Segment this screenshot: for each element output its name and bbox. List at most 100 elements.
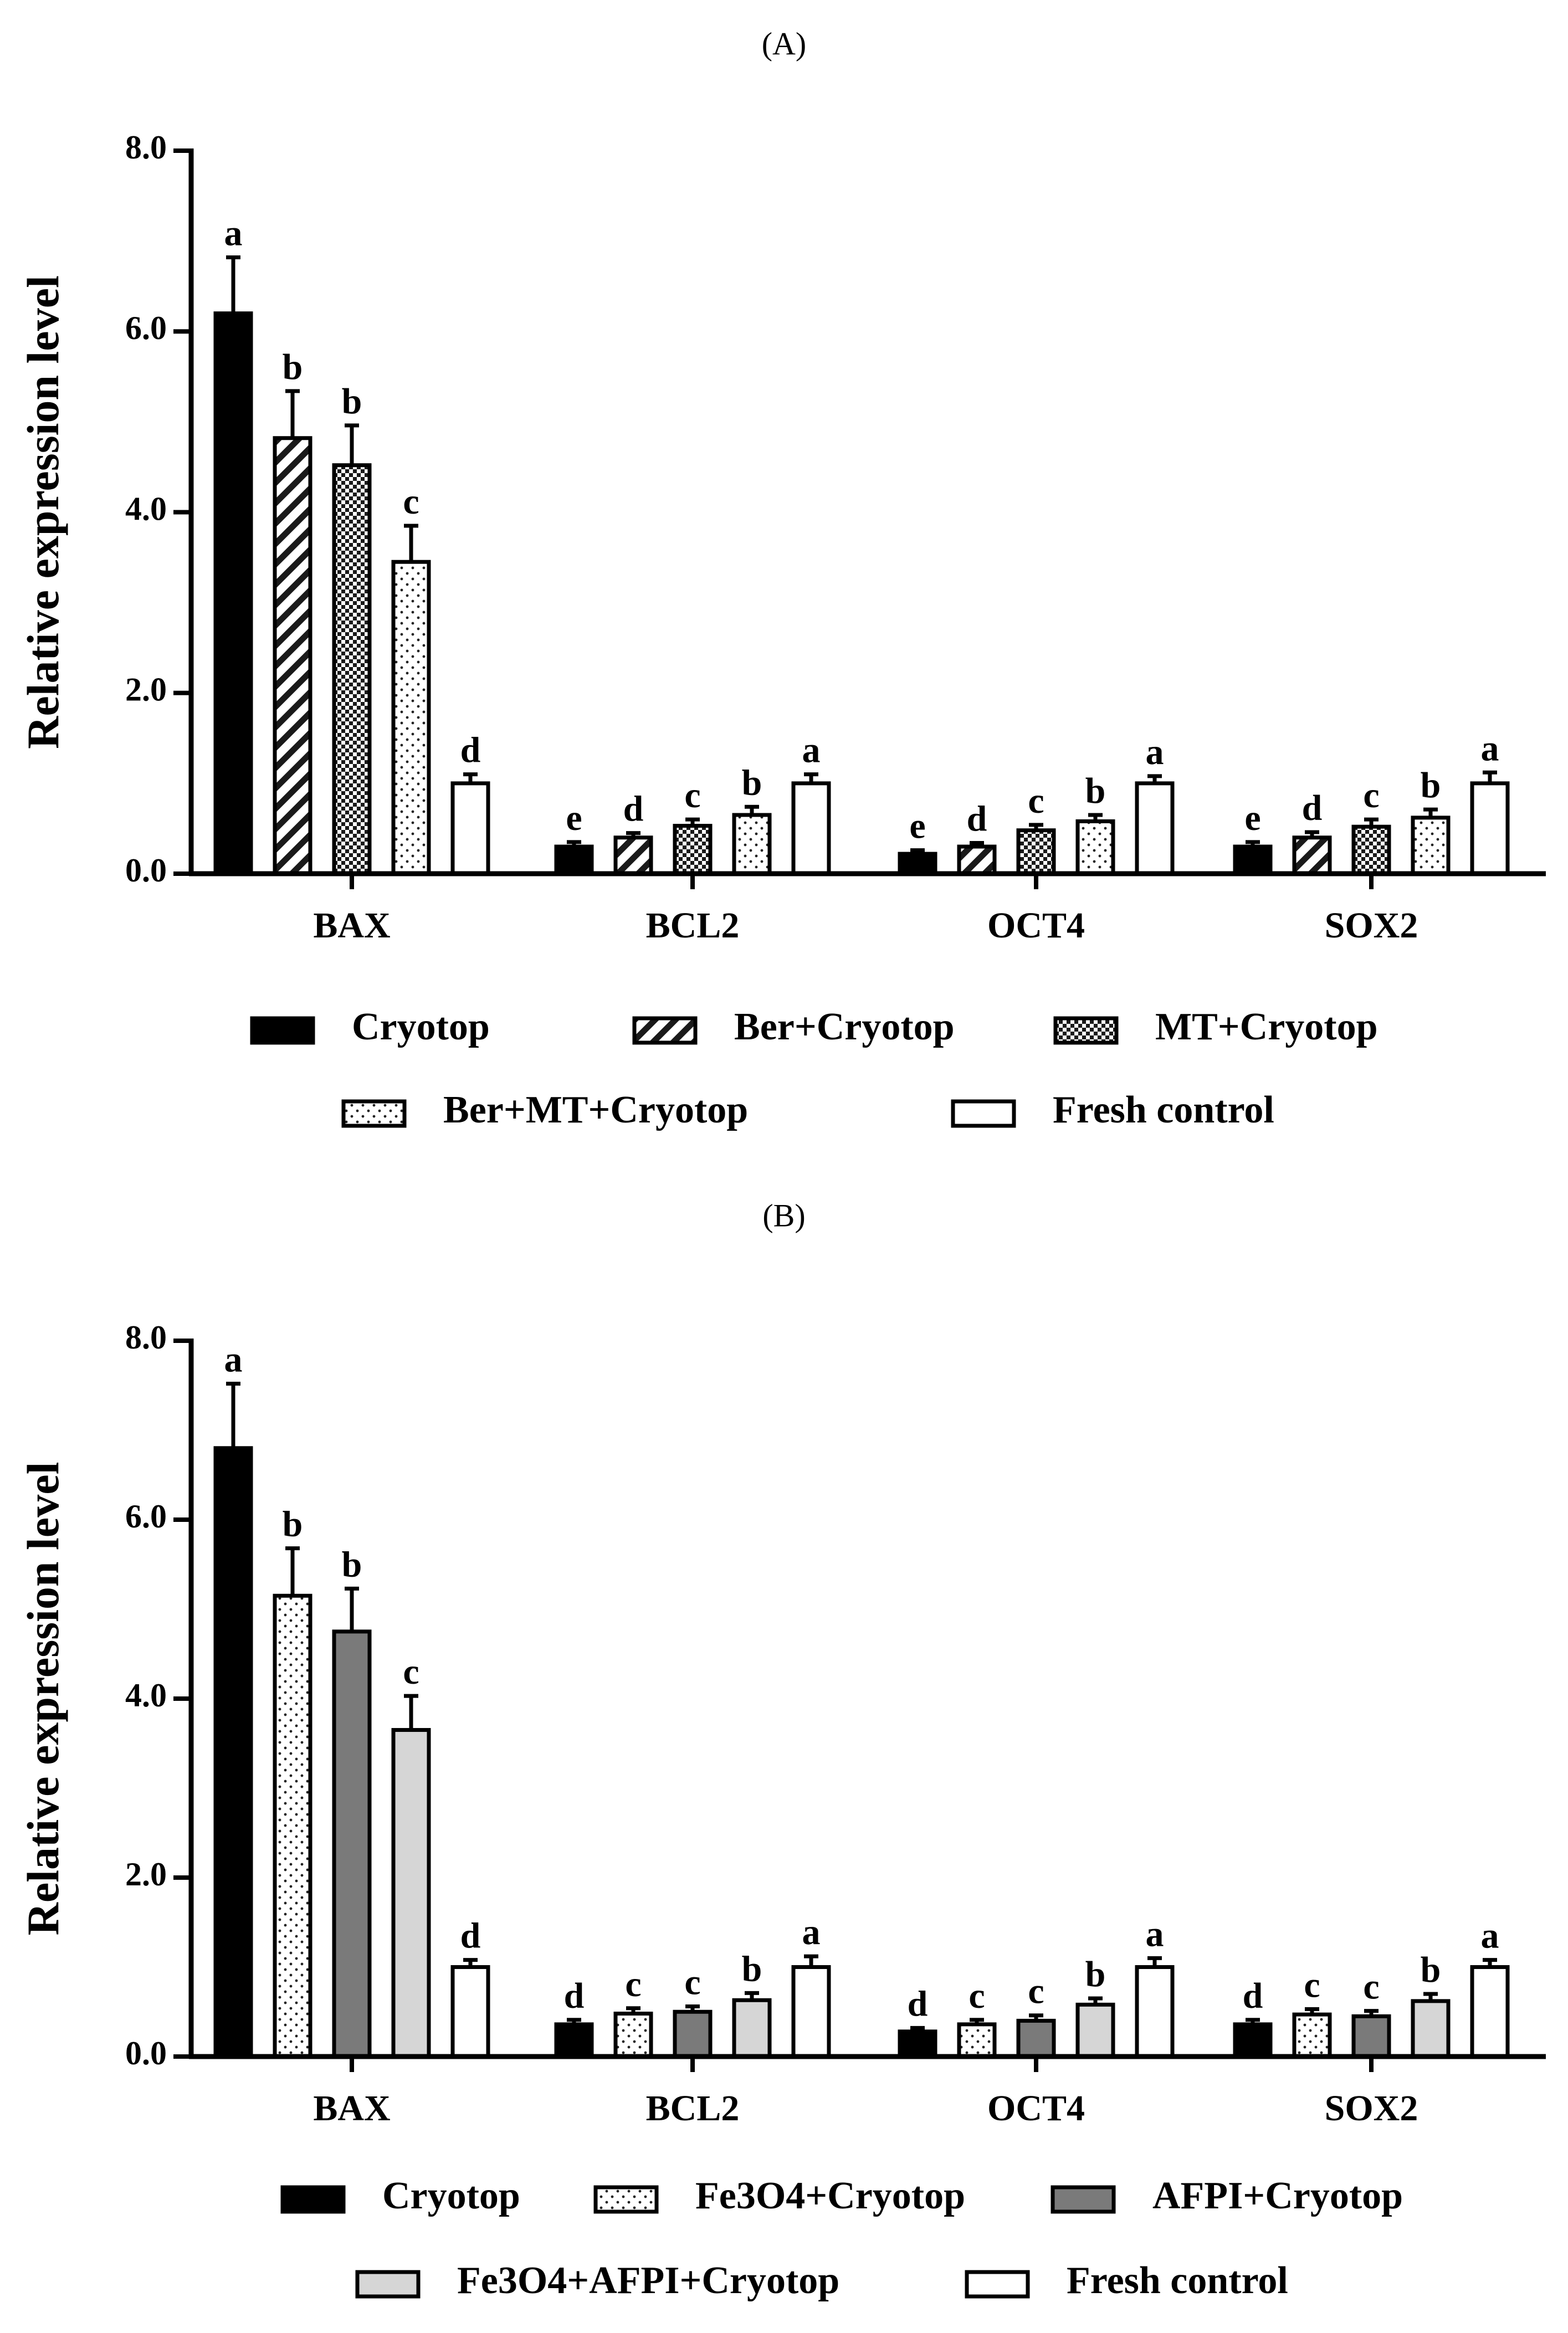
significance-letter: c	[1363, 775, 1379, 816]
legend-label: MT+Cryotop	[1155, 1006, 1378, 1048]
significance-letter: d	[460, 730, 481, 771]
bar	[673, 2009, 713, 2059]
significance-letter: a	[1481, 1916, 1499, 1956]
significance-letter: d	[1302, 788, 1323, 828]
bar	[957, 2022, 997, 2059]
x-tick-label: OCT4	[987, 2088, 1085, 2129]
legend-label: Fe3O4+Cryotop	[695, 2175, 965, 2217]
legend-label: Ber+MT+Cryotop	[443, 1089, 748, 1131]
legend-item: Cryotop	[280, 2175, 520, 2217]
legend-item: Fresh control	[965, 2259, 1288, 2302]
significance-letter: c	[684, 775, 700, 816]
bar	[1411, 816, 1451, 876]
bar	[957, 844, 997, 876]
bar	[273, 1593, 312, 2059]
bar	[554, 2022, 594, 2059]
x-tick-label: BCL2	[646, 905, 740, 946]
legend-label: AFPI+Cryotop	[1152, 2175, 1403, 2217]
legend-item: Ber+MT+Cryotop	[341, 1089, 748, 1131]
significance-letter: d	[623, 789, 644, 829]
bar	[732, 813, 772, 876]
bar	[1233, 2022, 1273, 2059]
bar	[1016, 2018, 1056, 2059]
bar	[898, 852, 937, 876]
legend: Cryotop Fe3O4+Cryotop AFPI+Cryotop Fe3O4+AF…	[280, 2175, 1403, 2302]
y-tick-label: 2.0	[125, 1856, 167, 1893]
legend-swatch	[632, 1016, 698, 1045]
bar	[332, 1629, 372, 2059]
y-axis-title: Relative expression level	[18, 275, 68, 749]
bar	[1351, 2014, 1391, 2059]
y-tick-label: 2.0	[125, 671, 167, 708]
panel-b: (B) Relative expression level a d d d b c c c b c c c…	[18, 1197, 1546, 2302]
significance-letter: d	[564, 1976, 585, 2016]
legend-item: Fresh control	[951, 1089, 1274, 1131]
bar	[450, 1965, 490, 2059]
significance-letter: c	[1363, 1967, 1379, 2007]
panel-label: (A)	[762, 25, 807, 61]
legend-swatch	[1053, 1016, 1119, 1045]
significance-letter: a	[802, 730, 821, 771]
legend-item: Ber+Cryotop	[632, 1006, 955, 1048]
significance-letter: d	[460, 1916, 481, 1956]
bar	[898, 2029, 937, 2059]
legend-swatch	[593, 2185, 659, 2214]
significance-letter: b	[283, 1504, 303, 1545]
legend-swatch	[355, 2270, 421, 2299]
bar	[791, 781, 831, 876]
bar	[1016, 828, 1056, 876]
legend-label: Fe3O4+AFPI+Cryotop	[457, 2259, 839, 2302]
x-tick-label: SOX2	[1325, 2088, 1418, 2129]
x-tick-label: BCL2	[646, 2088, 740, 2129]
x-tick-label: OCT4	[987, 905, 1085, 946]
significance-letter: c	[403, 1652, 419, 1692]
significance-letter: c	[625, 1964, 641, 2004]
y-tick-label: 6.0	[125, 1498, 167, 1535]
significance-letter: c	[1028, 781, 1044, 821]
significance-letter: a	[224, 1340, 243, 1380]
x-tick-label: SOX2	[1325, 905, 1418, 946]
significance-letter: c	[403, 481, 419, 522]
x-tick-label: BAX	[313, 2088, 390, 2129]
legend-item: Fe3O4+Cryotop	[593, 2175, 965, 2217]
y-tick-label: 8.0	[125, 129, 167, 166]
significance-letter: a	[1146, 732, 1164, 772]
y-tick-label: 0.0	[125, 2035, 167, 2072]
bar	[391, 1728, 431, 2059]
bar	[1351, 824, 1391, 876]
significance-letter: b	[283, 347, 303, 387]
bar	[1233, 844, 1273, 876]
significance-letter: b	[742, 1949, 762, 1989]
bar	[1135, 781, 1175, 876]
legend-label: Ber+Cryotop	[734, 1006, 955, 1048]
bar	[1135, 1965, 1175, 2059]
panel-a: (A) Relative expression level a e e e b d d d b c c c…	[18, 25, 1546, 1131]
significance-letter: a	[1481, 728, 1499, 768]
legend-item: Fe3O4+AFPI+Cryotop	[355, 2259, 839, 2302]
bar	[613, 835, 653, 876]
legend-label: Cryotop	[352, 1006, 490, 1048]
legend-swatch	[951, 1099, 1016, 1128]
bar	[1075, 2002, 1115, 2059]
significance-letter: d	[1243, 1976, 1263, 2016]
y-tick-label: 4.0	[125, 1677, 167, 1714]
legend-item: Cryotop	[250, 1006, 490, 1048]
bar	[450, 781, 490, 876]
legend-label: Fresh control	[1053, 1089, 1274, 1131]
y-tick-label: 4.0	[125, 490, 167, 527]
significance-letter: a	[224, 213, 243, 253]
bar	[791, 1965, 831, 2059]
bar	[1292, 835, 1332, 876]
significance-letter: b	[342, 381, 362, 422]
y-tick-label: 8.0	[125, 1319, 167, 1356]
legend-swatch	[341, 1099, 407, 1128]
y-tick-label: 0.0	[125, 852, 167, 889]
bar	[554, 844, 594, 876]
panel-label: (B)	[762, 1197, 805, 1233]
significance-letter: c	[969, 1976, 985, 2016]
bar	[273, 436, 312, 876]
legend-label: Fresh control	[1067, 2259, 1288, 2302]
significance-letter: a	[1146, 1914, 1164, 1954]
legend-swatch	[280, 2185, 346, 2214]
